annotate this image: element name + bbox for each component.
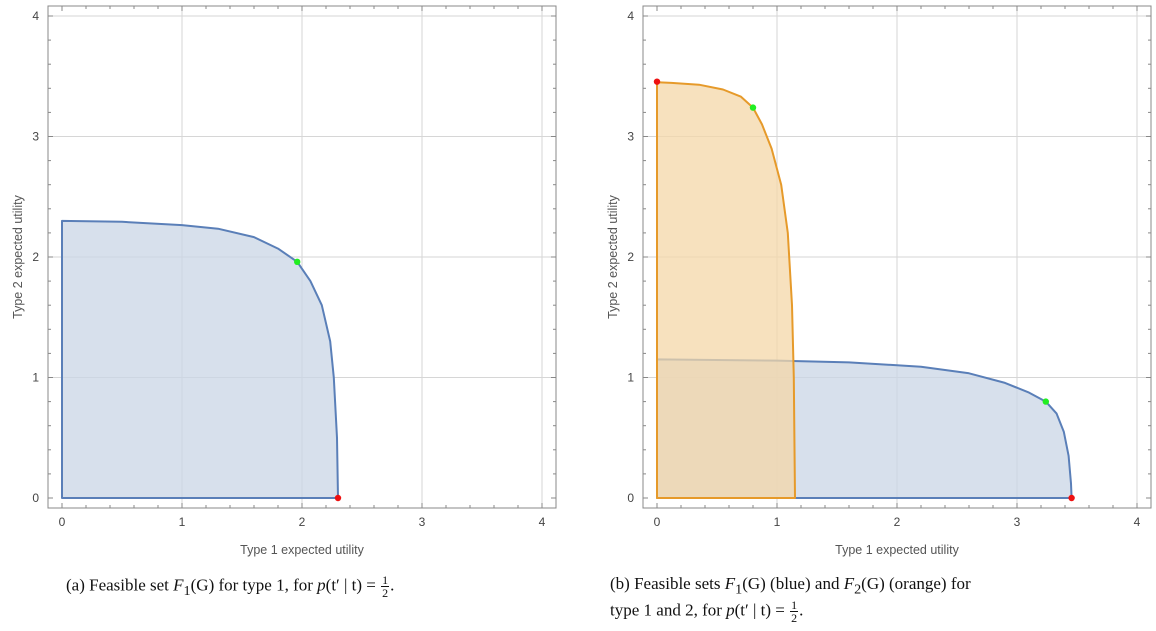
y-tick-label: 3 xyxy=(32,130,39,144)
data-point xyxy=(749,104,757,111)
feasible-region-2 xyxy=(656,81,796,499)
caption-b-sub2: 2 xyxy=(854,581,862,598)
caption-b-g2: (G) (orange) for xyxy=(861,574,971,593)
x-tick-label: 4 xyxy=(539,515,546,529)
data-point xyxy=(294,258,301,266)
data-point xyxy=(1068,494,1075,502)
caption-b-sub1: 1 xyxy=(735,581,743,598)
caption-a-f: F xyxy=(173,575,184,595)
y-tick-label: 4 xyxy=(32,9,39,23)
caption-b-f1: F xyxy=(724,574,736,593)
caption-a-cond: (t′ | t) = xyxy=(325,575,376,595)
y-tick-label: 2 xyxy=(627,250,634,264)
caption-b: (b) Feasible sets F1(G) (blue) and F2(G)… xyxy=(610,574,1155,624)
caption-b-line2: type 1 and 2, for xyxy=(610,600,722,620)
chart-panel-a: 0 1 2 3 4 0 1 2 3 4 Type 1 expected utility Type 2 … xyxy=(11,5,557,557)
caption-b-p: p xyxy=(726,600,735,620)
caption-a: (a) Feasible set F1(G) for type 1, for p… xyxy=(66,574,566,601)
y-tick-label: 2 xyxy=(32,250,39,264)
x-tick-label: 3 xyxy=(1014,515,1021,529)
x-tick-label: 0 xyxy=(59,515,66,529)
x-tick-label: 3 xyxy=(419,515,426,529)
caption-b-label: (b) Feasible sets xyxy=(610,574,721,593)
y-tick-label: 1 xyxy=(32,371,39,385)
figure-canvas: 0 1 2 3 4 0 1 2 3 4 Type 1 expected utility Type 2 … xyxy=(11,5,1152,557)
data-point xyxy=(334,494,342,502)
y-tick-label: 1 xyxy=(627,371,634,385)
caption-a-end: . xyxy=(390,575,395,595)
data-point xyxy=(653,78,661,85)
x-tick-label: 0 xyxy=(654,515,661,529)
caption-b-end: . xyxy=(799,600,804,620)
x-axis-label: Type 1 expected utility xyxy=(240,543,364,557)
caption-b-cond: (t′ | t) = xyxy=(734,600,785,620)
caption-b-g1: (G) (blue) and xyxy=(742,574,840,593)
y-tick-label: 0 xyxy=(627,491,634,505)
caption-b-f2: F xyxy=(843,574,855,593)
chart-panel-b: 0 1 2 3 4 0 1 2 3 4 Type 1 expected utility Type 2 … xyxy=(606,5,1152,557)
y-tick-label: 4 xyxy=(627,9,634,23)
caption-a-g: (G) xyxy=(190,575,215,595)
x-tick-label: 1 xyxy=(179,515,186,529)
x-tick-label: 2 xyxy=(299,515,306,529)
caption-a-sub: 1 xyxy=(183,582,191,599)
caption-b-den: 2 xyxy=(791,611,798,626)
data-point xyxy=(1042,398,1050,405)
caption-a-den: 2 xyxy=(382,586,389,600)
caption-a-p: p xyxy=(317,575,326,595)
caption-b-num: 1 xyxy=(790,598,799,613)
x-tick-label: 4 xyxy=(1134,515,1141,529)
y-tick-label: 0 xyxy=(32,491,39,505)
y-axis-label: Type 2 expected utility xyxy=(606,194,620,318)
x-axis-label: Type 1 expected utility xyxy=(835,543,959,557)
y-axis-label: Type 2 expected utility xyxy=(11,194,25,318)
x-tick-label: 1 xyxy=(774,515,781,529)
caption-a-label: (a) Feasible set xyxy=(66,575,169,595)
caption-a-mid: for type 1, for xyxy=(218,575,313,595)
caption-a-num: 1 xyxy=(381,573,390,587)
y-tick-label: 3 xyxy=(627,130,634,144)
x-tick-label: 2 xyxy=(894,515,901,529)
